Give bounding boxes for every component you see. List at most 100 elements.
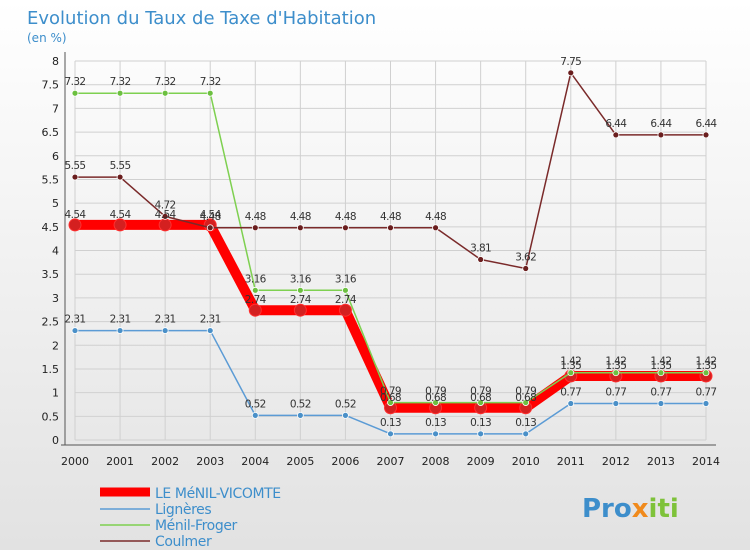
data-label-menil-froger: 0.79 — [425, 386, 446, 398]
data-label-menil-froger: 1.42 — [650, 356, 671, 368]
chart-subtitle: (en %) — [27, 31, 67, 45]
data-label-le-menil-vicomte: 4.54 — [65, 209, 87, 221]
data-label-le-menil-vicomte: 2.74 — [290, 294, 312, 306]
data-label-menil-froger: 0.79 — [470, 386, 491, 398]
data-point-menil-froger — [71, 89, 79, 97]
data-label-le-menil-vicomte: 0.68 — [515, 392, 536, 404]
data-label-ligneres: 0.13 — [470, 417, 491, 429]
x-tick-label: 2014 — [692, 455, 720, 468]
data-point-menil-froger — [522, 399, 530, 406]
series-layer — [68, 69, 713, 438]
data-label-le-menil-vicomte: 4.54 — [155, 209, 177, 221]
data-label-coulmer: 4.72 — [155, 199, 176, 211]
data-label-le-menil-vicomte: 1.35 — [560, 360, 581, 372]
data-point-ligneres — [567, 400, 575, 407]
y-tick-label: 1 — [52, 387, 59, 400]
data-label-coulmer: 4.48 — [290, 211, 311, 223]
data-label-coulmer: 4.48 — [380, 211, 401, 223]
data-label-ligneres: 0.13 — [380, 417, 401, 429]
data-point-menil-froger — [432, 399, 439, 406]
data-label-menil-froger: 7.32 — [65, 76, 86, 88]
data-point-le-menil-vicomte — [248, 303, 262, 317]
data-point-ligneres — [116, 327, 124, 334]
logo-text: Proxiti — [582, 494, 679, 524]
data-point-coulmer — [161, 212, 169, 220]
y-tick-label: 8 — [52, 55, 59, 68]
y-tick-label: 3.5 — [42, 268, 60, 281]
y-tick-label: 7 — [52, 102, 59, 115]
data-point-menil-froger — [567, 369, 575, 377]
x-tick-label: 2006 — [331, 455, 359, 468]
data-point-menil-froger — [251, 286, 259, 294]
data-label-le-menil-vicomte: 2.74 — [335, 294, 357, 306]
x-tick-label: 2002 — [151, 455, 179, 468]
data-point-coulmer — [612, 131, 620, 139]
data-label-le-menil-vicomte: 1.35 — [605, 360, 626, 372]
data-point-coulmer — [702, 131, 710, 139]
data-point-coulmer — [522, 265, 530, 272]
data-label-coulmer: 4.48 — [335, 211, 356, 223]
data-label-coulmer: 4.48 — [245, 211, 266, 223]
data-point-ligneres — [477, 430, 485, 438]
data-label-menil-froger: 1.42 — [560, 356, 581, 368]
data-label-ligneres: 2.31 — [155, 314, 176, 326]
data-point-ligneres — [432, 430, 439, 438]
data-label-coulmer: 5.55 — [65, 160, 86, 172]
data-label-coulmer: 4.48 — [200, 211, 221, 223]
legend-item-le-menil-vicomte: LE MéNIL-VICOMTE — [100, 486, 281, 502]
data-label-coulmer: 3.81 — [470, 243, 491, 255]
data-point-menil-froger — [161, 89, 169, 97]
data-label-le-menil-vicomte: 0.68 — [425, 392, 446, 404]
data-label-ligneres: 2.31 — [110, 314, 131, 326]
data-point-coulmer — [432, 224, 439, 232]
axis-layer: 0 0.5 1 1.5 2 2.5 3 3.5 4 4.5 5 5.5 6 6.5 7 7.5 8 2000 200… — [42, 52, 720, 468]
y-tick-label: 0.5 — [42, 410, 60, 423]
data-label-le-menil-vicomte: 0.68 — [470, 392, 491, 404]
data-label-le-menil-vicomte: 0.68 — [380, 392, 401, 404]
y-tick-label: 2 — [52, 339, 59, 352]
data-point-menil-froger — [342, 286, 349, 294]
legend-item-ligneres: Lignères — [100, 502, 212, 518]
data-point-coulmer — [387, 224, 394, 232]
x-tick-label: 2009 — [467, 455, 495, 468]
legend-item-menil-froger: Ménil-Froger — [100, 518, 238, 534]
legend-label-menil-froger: Ménil-Froger — [155, 518, 238, 534]
data-point-coulmer — [477, 256, 485, 263]
data-point-ligneres — [657, 400, 665, 407]
data-point-le-menil-vicomte — [113, 218, 127, 232]
data-point-ligneres — [387, 430, 394, 438]
data-point-menil-froger — [702, 369, 710, 377]
legend: LE MéNIL-VICOMTE Lignères Ménil-Froger C… — [100, 486, 281, 550]
y-tick-label: 6 — [52, 150, 59, 163]
data-label-coulmer: 3.62 — [515, 252, 536, 264]
data-point-ligneres — [612, 400, 620, 407]
data-point-le-menil-vicomte — [68, 218, 82, 232]
x-tick-label: 2003 — [196, 455, 224, 468]
data-label-coulmer: 6.44 — [605, 118, 627, 130]
data-point-le-menil-vicomte — [338, 303, 352, 317]
data-label-menil-froger: 3.16 — [335, 273, 357, 285]
legend-label-le-menil-vicomte: LE MéNIL-VICOMTE — [155, 486, 281, 502]
y-tick-label: 3 — [52, 292, 59, 305]
data-point-menil-froger — [657, 369, 665, 377]
data-label-le-menil-vicomte: 4.54 — [200, 209, 222, 221]
data-label-coulmer: 4.48 — [425, 211, 446, 223]
data-label-ligneres: 0.52 — [245, 398, 266, 410]
data-point-coulmer — [206, 224, 214, 232]
data-point-menil-froger — [116, 89, 124, 97]
data-label-le-menil-vicomte: 2.74 — [245, 294, 267, 306]
x-tick-label: 2012 — [602, 455, 630, 468]
legend-item-coulmer: Coulmer — [100, 534, 212, 550]
data-label-ligneres: 2.31 — [200, 314, 221, 326]
data-label-le-menil-vicomte: 1.35 — [696, 360, 717, 372]
logo-part-pro: Pro — [582, 494, 632, 524]
x-tick-label: 2011 — [557, 455, 585, 468]
chart-title: Evolution du Taux de Taxe d'Habitation — [27, 8, 376, 29]
y-tick-label: 0 — [52, 434, 59, 447]
y-tick-label: 4.5 — [42, 221, 60, 234]
data-label-menil-froger: 0.79 — [380, 386, 401, 398]
x-tick-label: 2013 — [647, 455, 675, 468]
